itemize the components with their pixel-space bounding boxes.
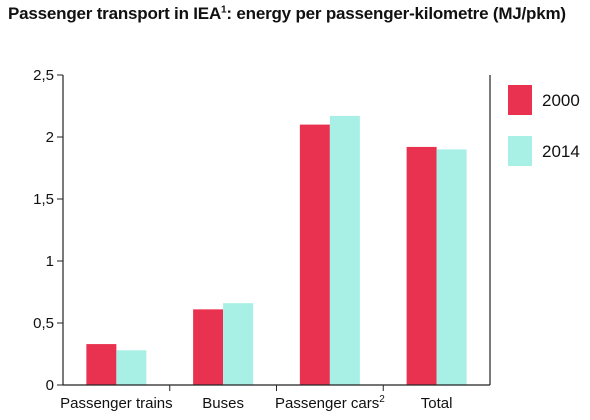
x-axis-labels: Passenger trains Buses Passenger cars2 Tota… [60,394,452,412]
legend-swatch-2000 [508,85,532,115]
chart-title-suffix: : energy per passenger-kilometre (MJ/pkm… [226,4,566,23]
x-tick-label: Passenger cars2 [275,394,385,412]
legend-label-2000: 2000 [542,91,580,110]
y-tick-label: 1,5 [33,191,54,208]
bar-2014-buses [223,303,254,385]
x-tick-label: Total [421,395,453,412]
axes [62,75,491,391]
x-tick-label-superscript: 2 [379,394,385,405]
bar-2014-passenger-cars [329,115,360,386]
y-tick-label: 0,5 [33,315,54,332]
x-tick-label: Buses [202,395,244,412]
bars [86,115,467,386]
bar-2000-total [406,146,437,385]
chart-title: Passenger transport in IEA1: energy per … [8,4,566,24]
chart-title-superscript: 1 [221,4,227,16]
y-tick-label: 0 [46,377,54,394]
bar-2014-total [436,149,467,385]
bar-2000-passenger-cars [299,124,330,385]
bar-2000-buses [193,309,224,385]
bar-2000-passenger-trains [86,344,117,385]
bar-2014-passenger-trains [116,350,147,385]
y-tick-label: 2,5 [33,67,54,84]
y-tick-label: 2 [46,129,54,146]
legend: 2000 2014 [508,85,580,166]
x-tick-label: Passenger trains [60,395,173,412]
legend-swatch-2014 [508,136,532,166]
chart-title-text: Passenger transport in IEA [8,4,222,23]
y-axis-ticks: 0 0,5 1 1,5 2 2,5 [33,67,63,394]
y-tick-label: 1 [46,253,54,270]
legend-label-2014: 2014 [542,142,580,161]
